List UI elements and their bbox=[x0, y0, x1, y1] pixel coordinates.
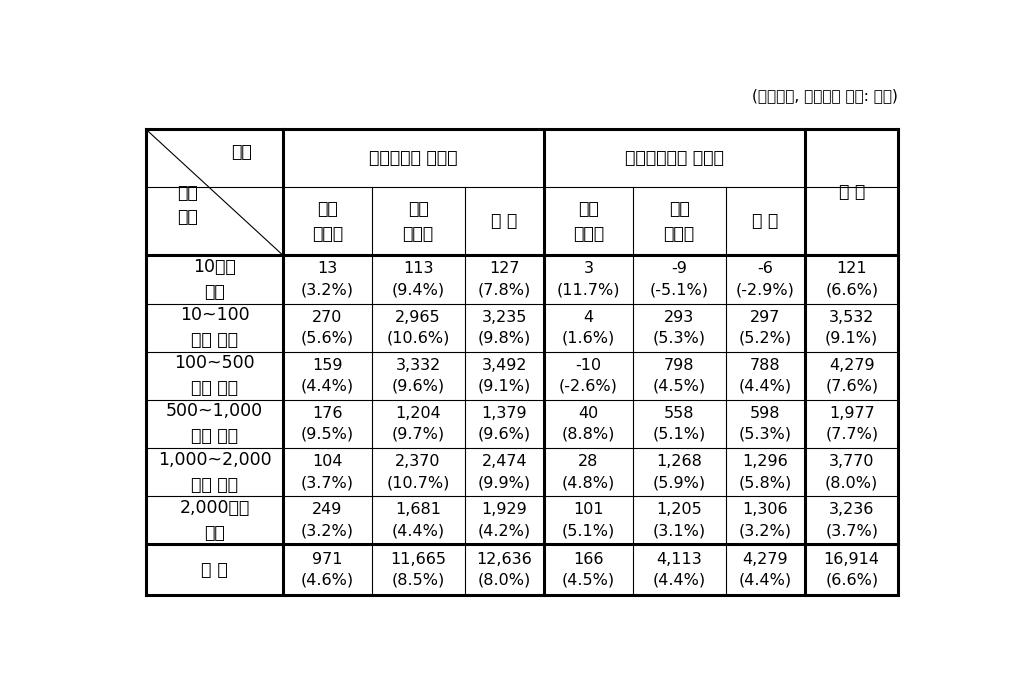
Text: 합 계: 합 계 bbox=[201, 561, 227, 579]
Text: 10~100
억원 이하: 10~100 억원 이하 bbox=[180, 306, 250, 349]
Text: -10
(-2.6%): -10 (-2.6%) bbox=[559, 358, 618, 394]
Text: 전문
의약품: 전문 의약품 bbox=[402, 199, 434, 242]
Text: 1,296
(5.8%): 1,296 (5.8%) bbox=[739, 454, 792, 490]
Text: 598
(5.3%): 598 (5.3%) bbox=[739, 406, 792, 442]
Text: 4
(1.6%): 4 (1.6%) bbox=[562, 309, 615, 346]
Text: 3,770
(8.0%): 3,770 (8.0%) bbox=[825, 454, 879, 490]
Text: 40
(8.8%): 40 (8.8%) bbox=[562, 406, 615, 442]
Text: 3,236
(3.7%): 3,236 (3.7%) bbox=[825, 502, 879, 538]
Text: 종류: 종류 bbox=[232, 143, 253, 161]
Text: 다국적제약사 의약품: 다국적제약사 의약품 bbox=[625, 149, 724, 167]
Text: 일반
의약품: 일반 의약품 bbox=[573, 199, 604, 242]
Text: 합 계: 합 계 bbox=[838, 183, 864, 201]
Text: 113
(9.4%): 113 (9.4%) bbox=[391, 262, 445, 298]
Text: 1,681
(4.4%): 1,681 (4.4%) bbox=[391, 502, 445, 538]
Text: 3,492
(9.1%): 3,492 (9.1%) bbox=[478, 358, 531, 394]
Text: 소 계: 소 계 bbox=[491, 212, 518, 230]
Text: 1,379
(9.6%): 1,379 (9.6%) bbox=[478, 406, 531, 442]
Text: 전문
의약품: 전문 의약품 bbox=[663, 199, 695, 242]
Text: 1,204
(9.7%): 1,204 (9.7%) bbox=[391, 406, 445, 442]
Text: 13
(3.2%): 13 (3.2%) bbox=[301, 262, 354, 298]
Text: 100~500
억원 이하: 100~500 억원 이하 bbox=[174, 354, 255, 398]
Text: 297
(5.2%): 297 (5.2%) bbox=[739, 309, 792, 346]
Text: 788
(4.4%): 788 (4.4%) bbox=[739, 358, 792, 394]
Text: 293
(5.3%): 293 (5.3%) bbox=[653, 309, 706, 346]
Text: 4,113
(4.4%): 4,113 (4.4%) bbox=[652, 551, 706, 587]
Text: 3,235
(9.8%): 3,235 (9.8%) bbox=[478, 309, 531, 346]
Text: 500~1,000
억원 이하: 500~1,000 억원 이하 bbox=[166, 402, 263, 445]
Text: 798
(4.5%): 798 (4.5%) bbox=[652, 358, 706, 394]
Text: 3,532
(9.1%): 3,532 (9.1%) bbox=[825, 309, 879, 346]
Text: 11,665
(8.5%): 11,665 (8.5%) bbox=[390, 551, 446, 587]
Text: 1,000~2,000
억원 이하: 1,000~2,000 억원 이하 bbox=[158, 451, 271, 494]
Text: 2,474
(9.9%): 2,474 (9.9%) bbox=[478, 454, 531, 490]
Text: 1,268
(5.9%): 1,268 (5.9%) bbox=[652, 454, 706, 490]
Text: 1,306
(3.2%): 1,306 (3.2%) bbox=[739, 502, 792, 538]
Text: 1,929
(4.2%): 1,929 (4.2%) bbox=[478, 502, 531, 538]
Text: 소 계: 소 계 bbox=[752, 212, 778, 230]
Text: 1,977
(7.7%): 1,977 (7.7%) bbox=[825, 406, 879, 442]
Text: 1,205
(3.1%): 1,205 (3.1%) bbox=[652, 502, 706, 538]
Text: 971
(4.6%): 971 (4.6%) bbox=[301, 551, 354, 587]
Text: 4,279
(7.6%): 4,279 (7.6%) bbox=[825, 358, 879, 394]
Text: 121
(6.6%): 121 (6.6%) bbox=[825, 262, 879, 298]
Text: 공급
금액: 공급 금액 bbox=[177, 184, 197, 226]
Text: 12,636
(8.0%): 12,636 (8.0%) bbox=[476, 551, 532, 587]
Text: 28
(4.8%): 28 (4.8%) bbox=[562, 454, 615, 490]
Text: 101
(5.1%): 101 (5.1%) bbox=[562, 502, 615, 538]
Text: 159
(4.4%): 159 (4.4%) bbox=[301, 358, 354, 394]
Text: 2,370
(10.7%): 2,370 (10.7%) bbox=[386, 454, 450, 490]
Text: 일반
의약품: 일반 의약품 bbox=[311, 199, 343, 242]
Text: 2,000억원
초과: 2,000억원 초과 bbox=[179, 499, 250, 542]
Text: 127
(7.8%): 127 (7.8%) bbox=[478, 262, 531, 298]
Text: (공급금액, 공급이익 단위: 억원): (공급금액, 공급이익 단위: 억원) bbox=[752, 88, 898, 103]
Text: 270
(5.6%): 270 (5.6%) bbox=[301, 309, 354, 346]
Text: 국내제약사 의약품: 국내제약사 의약품 bbox=[369, 149, 458, 167]
Text: 3,332
(9.6%): 3,332 (9.6%) bbox=[391, 358, 445, 394]
Text: 249
(3.2%): 249 (3.2%) bbox=[301, 502, 354, 538]
Text: 10억원
이하: 10억원 이하 bbox=[193, 258, 236, 301]
Text: 2,965
(10.6%): 2,965 (10.6%) bbox=[386, 309, 450, 346]
Text: -9
(-5.1%): -9 (-5.1%) bbox=[650, 262, 709, 298]
Text: 16,914
(6.6%): 16,914 (6.6%) bbox=[824, 551, 880, 587]
Text: 4,279
(4.4%): 4,279 (4.4%) bbox=[739, 551, 792, 587]
Text: 104
(3.7%): 104 (3.7%) bbox=[301, 454, 354, 490]
Text: 176
(9.5%): 176 (9.5%) bbox=[301, 406, 354, 442]
Text: -6
(-2.9%): -6 (-2.9%) bbox=[736, 262, 795, 298]
Text: 166
(4.5%): 166 (4.5%) bbox=[562, 551, 615, 587]
Text: 3
(11.7%): 3 (11.7%) bbox=[557, 262, 620, 298]
Text: 558
(5.1%): 558 (5.1%) bbox=[652, 406, 706, 442]
